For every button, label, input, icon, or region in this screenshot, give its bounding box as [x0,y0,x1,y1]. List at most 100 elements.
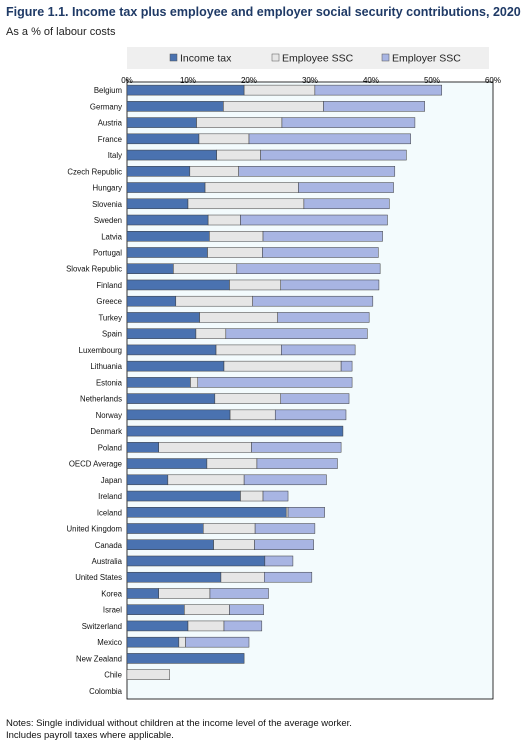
bar-mexico-income-tax [126,636,180,648]
bar-estonia-income-tax [126,377,191,388]
y-label-poland: Poland [98,443,122,452]
bar-oecd-average-employer-ssc [256,458,338,469]
bar-korea-employer-ssc [209,588,269,599]
bar-austria-employee-ssc [196,117,283,128]
bar-lithuania-employee-ssc [223,360,342,372]
bar-luxembourg-income-tax [126,344,217,356]
bar-germany-income-tax [126,101,224,112]
bar-ireland-employer-ssc [262,490,289,502]
y-label-estonia: Estonia [96,378,123,387]
bar-united-states-income-tax [126,571,222,583]
y-label-austria: Austria [98,119,123,128]
legend-swatch-employee-ssc [271,53,280,62]
bar-canada-employer-ssc [254,539,314,550]
y-label-oecd-average: OECD Average [69,460,122,469]
bar-france-employer-ssc [248,133,411,145]
y-label-denmark: Denmark [90,427,122,436]
bar-iceland-income-tax [126,507,287,518]
bar-slovak-republic-income-tax [126,263,174,274]
bar-australia-income-tax [126,555,266,567]
bar-korea-employee-ssc [158,588,211,599]
y-label-france: France [98,135,122,144]
y-label-latvia: Latvia [101,232,122,241]
bar-united-kingdom-employer-ssc [254,523,316,534]
y-label-israel: Israel [103,606,122,615]
x-tick-label: 0% [121,76,133,85]
bar-canada-income-tax [126,539,214,550]
bar-united-states-employer-ssc [264,571,313,583]
bar-united-states-employee-ssc [220,571,265,583]
y-label-united-kingdom: United Kingdom [67,525,122,534]
bar-japan-income-tax [126,474,169,486]
bar-lithuania-employer-ssc [340,360,353,372]
x-tick-label: 40% [363,76,379,85]
y-label-norway: Norway [96,411,123,420]
bar-latvia-employer-ssc [262,231,383,242]
bar-greece-employer-ssc [252,295,374,307]
bar-spain-employer-ssc [225,328,368,339]
bar-estonia-employee-ssc [190,377,199,388]
y-label-netherlands: Netherlands [80,395,122,404]
bar-japan-employer-ssc [243,474,327,486]
bar-italy-employer-ssc [260,149,407,161]
y-label-greece: Greece [96,297,122,306]
bar-sweden-income-tax [126,214,209,226]
y-label-turkey: Turkey [98,313,122,322]
bar-switzerland-employer-ssc [223,620,263,632]
y-label-sweden: Sweden [94,216,122,225]
bar-slovenia-employee-ssc [187,198,305,210]
bar-latvia-employee-ssc [209,231,264,242]
bar-switzerland-income-tax [126,620,189,632]
bar-portugal-employer-ssc [262,247,379,258]
bar-czech-republic-employer-ssc [238,166,396,177]
bar-israel-employer-ssc [229,604,264,615]
bar-norway-income-tax [126,409,231,421]
bar-france-employee-ssc [198,133,250,145]
bar-finland-income-tax [126,279,230,291]
y-label-new-zealand: New Zealand [76,654,122,663]
y-label-ireland: Ireland [98,492,122,501]
bar-denmark-income-tax [126,425,344,437]
bar-united-kingdom-employee-ssc [203,523,256,534]
bar-turkey-employer-ssc [277,312,370,323]
bar-hungary-income-tax [126,182,206,193]
bar-turkey-employee-ssc [199,312,278,323]
bar-italy-income-tax [126,149,217,161]
bar-finland-employer-ssc [280,279,380,291]
bar-belgium-employee-ssc [243,84,316,96]
chart-title: Figure 1.1. Income tax plus employee and… [6,5,521,19]
y-label-czech-republic: Czech Republic [67,167,122,176]
bar-slovak-republic-employer-ssc [236,263,381,274]
chart-subtitle: As a % of labour costs [6,26,116,38]
x-tick-label: 20% [241,76,257,85]
bar-canada-employee-ssc [213,539,255,550]
bar-spain-income-tax [126,328,197,339]
y-label-canada: Canada [95,541,123,550]
legend-swatch-income-tax [169,53,178,62]
bar-czech-republic-income-tax [126,166,191,177]
bar-slovenia-income-tax [126,198,189,210]
y-label-colombia: Colombia [89,687,123,696]
y-label-hungary: Hungary [93,184,123,193]
y-axis-labels: Belgium Germany Austria France Italy Czech Re… [66,86,123,696]
bar-belgium-income-tax [126,84,245,96]
y-label-slovak-republic: Slovak Republic [66,265,122,274]
bar-austria-employer-ssc [281,117,416,128]
bar-portugal-income-tax [126,247,208,258]
y-label-united-states: United States [75,573,122,582]
legend-label-employer-ssc: Employer SSC [392,53,461,65]
bar-spain-employee-ssc [195,328,227,339]
y-label-switzerland: Switzerland [82,622,122,631]
bar-austria-income-tax [126,117,197,128]
bar-finland-employee-ssc [229,279,281,291]
bar-japan-employee-ssc [167,474,245,486]
bar-netherlands-employer-ssc [280,393,350,404]
bar-poland-employer-ssc [251,442,342,453]
bar-poland-employee-ssc [158,442,252,453]
y-label-japan: Japan [101,476,122,485]
bar-iceland-employer-ssc [287,507,325,518]
y-label-mexico: Mexico [97,638,122,647]
bar-france-income-tax [126,133,200,145]
bar-turkey-income-tax [126,312,200,323]
